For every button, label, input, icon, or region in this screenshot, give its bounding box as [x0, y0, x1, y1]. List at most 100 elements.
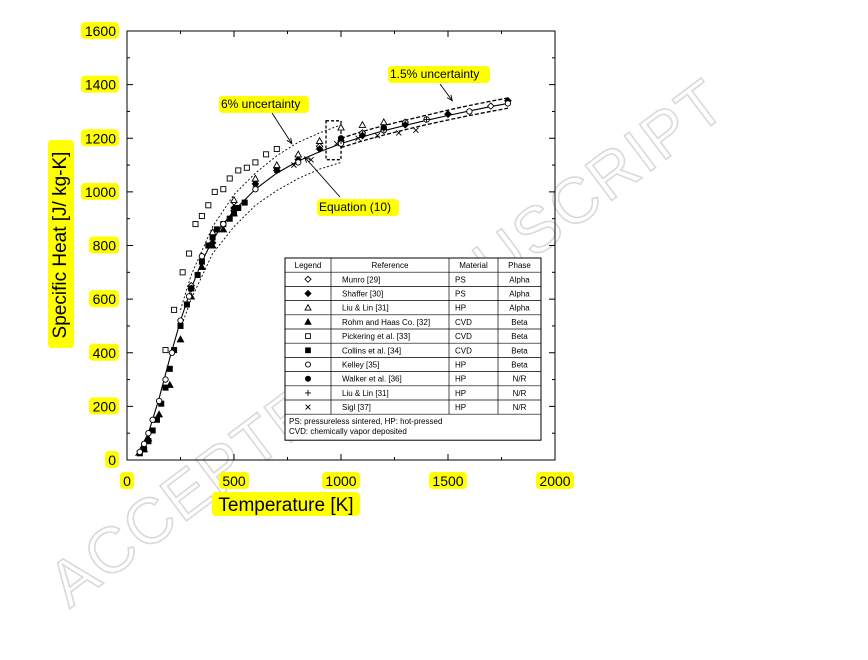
data-point — [209, 234, 216, 241]
x-tick-label: 2000 — [539, 473, 570, 489]
data-point — [149, 427, 156, 434]
legend-phase: Beta — [511, 318, 528, 327]
data-point — [166, 365, 173, 372]
data-point — [226, 215, 233, 222]
y-title-highlight — [48, 140, 74, 348]
x-axis-title: Temperature [K] — [218, 495, 353, 516]
legend-phase: N/R — [513, 375, 527, 384]
data-point — [235, 204, 242, 211]
data-point — [380, 125, 387, 133]
annotation-highlight — [219, 96, 309, 113]
data-point — [295, 159, 302, 166]
x-tick-highlight — [120, 472, 134, 489]
legend-reference: Liu & Lin [31] — [342, 304, 389, 313]
series-4 — [162, 145, 280, 354]
annotation-arrowhead — [303, 156, 311, 163]
legend-row: Kelley [35] HP Beta — [305, 361, 528, 370]
data-point — [192, 221, 199, 228]
data-point — [162, 384, 169, 391]
legend-marker — [305, 347, 311, 354]
x-tick-highlight — [322, 472, 360, 489]
band-6pct-lower — [180, 161, 342, 329]
data-point — [402, 120, 409, 127]
data-point — [198, 212, 205, 220]
data-point — [213, 226, 220, 233]
data-point — [231, 202, 237, 209]
data-point — [219, 225, 228, 233]
data-point — [145, 430, 152, 437]
data-point — [176, 335, 185, 343]
data-point — [316, 145, 323, 153]
annotation-highlight — [317, 199, 399, 216]
axes: 0 500 1000 1500 2000 0 200 400 600 800 1000 1200 14… — [85, 23, 571, 489]
x-tick-label: 0 — [123, 473, 131, 489]
data-points — [136, 96, 512, 457]
data-point — [194, 271, 201, 279]
data-point — [504, 100, 512, 107]
legend-material: HP — [455, 304, 466, 313]
legend-row: Rohm and Haas Co. [32] CVD Beta — [304, 318, 528, 327]
legend-material: HP — [455, 375, 466, 384]
legend-phase: Beta — [511, 332, 528, 341]
data-point — [337, 123, 345, 131]
legend-material: CVD — [455, 332, 472, 341]
data-point — [291, 162, 297, 168]
legend-phase: Alpha — [509, 304, 530, 313]
legend-reference: Pickering et al. [33] — [342, 332, 410, 341]
data-point — [252, 186, 259, 193]
annotation-highlight — [388, 66, 490, 83]
legend-marker — [304, 303, 312, 311]
data-point — [423, 116, 430, 123]
y-axis-title: Specific Heat [J/ kg-K] — [50, 152, 71, 339]
legend-marker — [304, 275, 312, 283]
data-point — [235, 167, 242, 174]
legend-phase: Alpha — [509, 275, 530, 284]
data-point — [263, 151, 270, 158]
data-point — [197, 262, 206, 270]
legend-phase: Beta — [511, 361, 528, 370]
y-tick-highlight — [89, 343, 119, 361]
data-point — [243, 164, 250, 171]
annotation-label: 1.5% uncertainty — [390, 67, 479, 81]
legend-marker — [304, 289, 312, 298]
data-point — [211, 188, 218, 195]
data-point — [198, 253, 206, 260]
legend-material: PS — [455, 290, 466, 299]
y-tick-highlight — [89, 236, 119, 254]
annotation-label: Equation (10) — [319, 200, 391, 214]
legend-marker — [305, 361, 312, 368]
annotations: 1.5% uncertainty 6% uncertainty Equation (… — [221, 67, 479, 214]
y-axis-ticks: 0 200 400 600 800 1000 1200 1400 1600 — [85, 23, 555, 468]
data-point — [466, 108, 473, 115]
legend-header: Legend — [295, 261, 322, 270]
x-tick-label: 1500 — [432, 473, 463, 489]
data-point — [273, 167, 280, 174]
data-point — [359, 131, 366, 138]
data-point — [205, 202, 212, 209]
data-point — [486, 102, 495, 110]
y-tick-label: 600 — [93, 291, 117, 307]
legend-phase: Alpha — [509, 290, 530, 299]
data-point — [220, 186, 227, 193]
y-tick-highlight — [81, 129, 119, 147]
y-tick-label: 1000 — [85, 184, 116, 200]
equation-curve — [135, 102, 509, 457]
y-tick-highlight — [105, 451, 119, 468]
annotation-arrow — [271, 112, 293, 144]
annotation-arrow — [439, 83, 453, 101]
y-tick-label: 200 — [93, 398, 117, 414]
data-point — [294, 150, 303, 158]
legend-row: Liu & Lin [31] HP Alpha — [304, 303, 530, 313]
data-point — [140, 440, 148, 448]
data-point — [358, 120, 367, 128]
data-point — [333, 140, 340, 147]
data-point — [162, 347, 169, 354]
data-point — [444, 110, 452, 118]
legend-marker — [305, 333, 311, 339]
legend-reference: Walker et al. [36] — [342, 375, 402, 384]
legend-header: Phase — [508, 261, 531, 270]
legend-reference: Kelley [35] — [342, 361, 379, 370]
y-tick-label: 1200 — [85, 130, 116, 146]
data-point — [185, 293, 193, 300]
data-point — [177, 322, 184, 329]
